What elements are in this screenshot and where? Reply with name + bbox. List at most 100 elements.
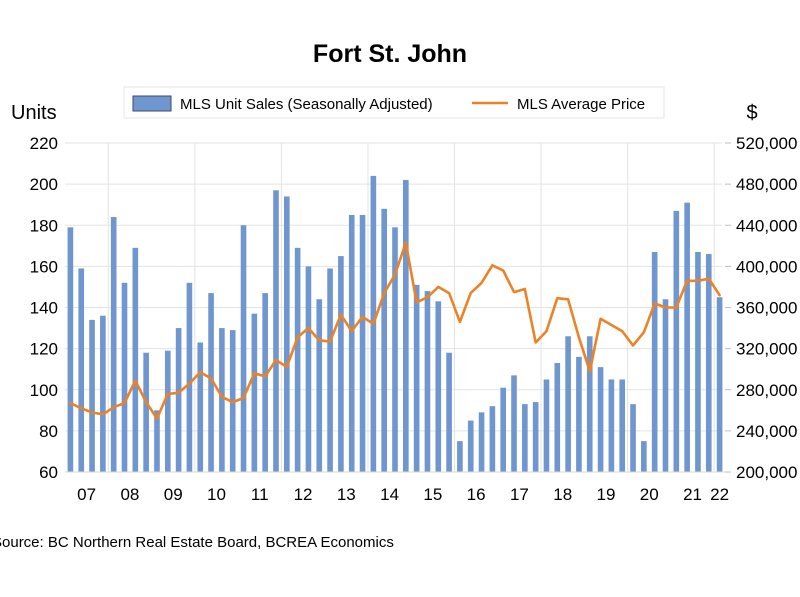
unit-sales-bar	[543, 379, 550, 472]
unit-sales-bar	[392, 227, 398, 472]
unit-sales-bar	[89, 319, 95, 472]
left-axis-tick-label: 120	[30, 340, 58, 359]
unit-sales-bar	[208, 293, 214, 472]
x-axis-year-label: 15	[423, 485, 442, 504]
unit-sales-bar	[554, 363, 561, 472]
unit-sales-bar	[186, 282, 193, 472]
x-axis-year-label: 19	[597, 485, 616, 504]
x-axis-year-label: 14	[380, 485, 399, 504]
unit-sales-bar	[132, 247, 139, 472]
unit-sales-bar	[240, 225, 247, 472]
unit-sales-bar	[305, 266, 312, 472]
unit-sales-bar	[651, 251, 658, 472]
legend-label-unit-sales: MLS Unit Sales (Seasonally Adjusted)	[180, 96, 433, 113]
right-axis-title: $	[746, 102, 757, 124]
legend: MLS Unit Sales (Seasonally Adjusted) MLS…	[123, 86, 665, 119]
unit-sales-bar	[500, 387, 507, 472]
unit-sales-bar	[154, 410, 160, 472]
unit-sales-bar	[673, 210, 680, 472]
x-axis-year-label: 09	[164, 485, 183, 504]
right-axis-tick-label: 360,000	[736, 299, 797, 318]
unit-sales-bar	[684, 202, 690, 472]
x-axis-year-label: 16	[467, 485, 486, 504]
unit-sales-bar	[78, 268, 85, 472]
left-axis-title: Units	[11, 102, 57, 124]
unit-sales-bar	[511, 375, 517, 472]
unit-sales-bar	[695, 251, 701, 472]
x-axis-year-label: 12	[294, 485, 313, 504]
left-axis-tick-label: 180	[30, 216, 58, 235]
unit-sales-bar	[641, 441, 647, 472]
unit-sales-bar	[435, 301, 442, 472]
unit-sales-bar	[630, 404, 636, 472]
unit-sales-bar	[597, 367, 604, 472]
legend-bar-swatch-icon	[132, 95, 172, 112]
unit-sales-bar	[478, 412, 485, 472]
legend-label-average-price: MLS Average Price	[517, 96, 645, 113]
unit-sales-bar	[197, 342, 204, 472]
unit-sales-bar	[316, 299, 323, 472]
unit-sales-bar	[522, 404, 528, 472]
unit-sales-bar	[608, 379, 615, 472]
right-axis-tick-label: 200,000	[736, 463, 797, 482]
x-axis-year-label: 07	[77, 485, 96, 504]
unit-sales-bar	[359, 214, 366, 472]
right-axis-tick-label: 320,000	[736, 340, 797, 359]
unit-sales-bar	[110, 217, 117, 472]
unit-sales-bar	[143, 352, 149, 472]
left-axis-tick-label: 220	[30, 134, 58, 153]
right-axis-tick-label: 480,000	[736, 175, 797, 194]
unit-sales-bar	[67, 227, 74, 472]
unit-sales-bar	[457, 441, 463, 472]
axes: 60 80 100 120 140 160 180 200 220 200,000 240,000 2…	[30, 134, 798, 504]
x-axis-year-label: 13	[337, 485, 356, 504]
left-axis-tick-label: 160	[30, 257, 58, 276]
unit-sales-bars	[67, 175, 723, 473]
legend-box	[123, 86, 665, 119]
unit-sales-bar	[662, 299, 669, 472]
unit-sales-bar	[294, 247, 301, 472]
unit-sales-bar	[576, 356, 582, 472]
unit-sales-bar	[532, 402, 539, 472]
right-axis-tick-label: 240,000	[736, 422, 797, 441]
average-price-line	[69, 241, 721, 420]
unit-sales-bar	[586, 336, 593, 472]
source-note: Source: BC Northern Real Estate Board, B…	[0, 534, 394, 551]
right-axis-tick-label: 400,000	[736, 257, 797, 276]
unit-sales-bar	[489, 406, 496, 472]
chart-title: Fort St. John	[313, 40, 467, 68]
unit-sales-bar	[175, 328, 182, 472]
x-axis-year-label: 17	[510, 485, 529, 504]
left-axis-tick-label: 100	[30, 381, 58, 400]
unit-sales-bar	[467, 420, 474, 472]
unit-sales-bar	[121, 282, 128, 472]
unit-sales-bar	[446, 352, 452, 472]
right-axis-tick-label: 520,000	[736, 134, 797, 153]
x-axis-year-label: 11	[251, 485, 269, 504]
unit-sales-bar	[251, 313, 258, 472]
x-axis-year-label: 08	[120, 485, 139, 504]
unit-sales-bar	[338, 256, 344, 472]
unit-sales-bar	[403, 180, 409, 472]
unit-sales-bar	[273, 190, 279, 472]
x-axis-year-label: 20	[640, 485, 659, 504]
unit-sales-bar	[100, 315, 106, 472]
unit-sales-bar	[327, 268, 333, 472]
unit-sales-bar	[716, 297, 723, 472]
unit-sales-bar	[348, 214, 355, 472]
unit-sales-bar	[705, 254, 712, 472]
left-axis-tick-label: 200	[30, 175, 58, 194]
unit-sales-bar	[219, 328, 225, 472]
unit-sales-bar	[565, 336, 571, 472]
left-axis-tick-label: 60	[39, 463, 58, 482]
unit-sales-bar	[283, 196, 290, 472]
average-price-line-group	[69, 241, 721, 420]
right-axis-tick-label: 440,000	[736, 216, 797, 235]
unit-sales-bar	[424, 291, 431, 472]
x-axis-year-label: 21	[683, 485, 702, 504]
left-axis-tick-label: 80	[39, 422, 58, 441]
unit-sales-bar	[619, 379, 626, 472]
x-axis-year-label: 22	[710, 485, 729, 504]
